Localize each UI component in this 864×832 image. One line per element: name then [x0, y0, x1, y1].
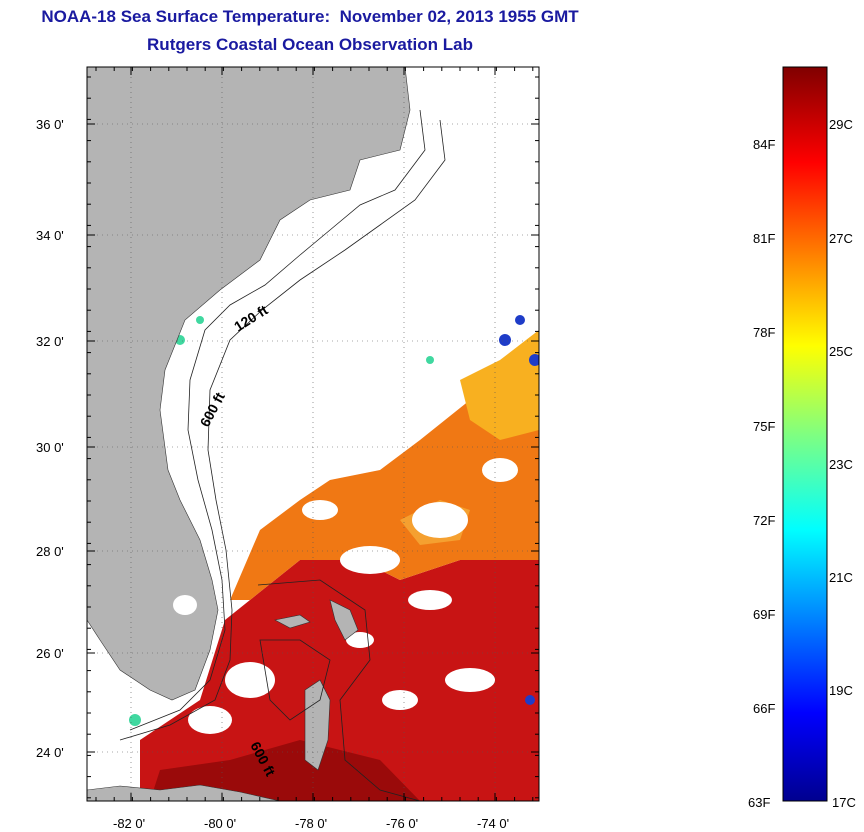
land-bahamas-abaco: [329, 599, 359, 641]
colorbar-c-21: 21C: [829, 570, 853, 585]
sst-yellow-orange-field: [460, 330, 539, 440]
lon-label-82: -82 0': [113, 816, 146, 831]
colorbar: [782, 66, 828, 802]
colorbar-f-84: 84F: [753, 137, 776, 152]
land-cuba: [87, 784, 281, 801]
colorbar-f-63: 63F: [748, 795, 771, 810]
map-subtitle: Rutgers Coastal Ocean Observation Lab: [147, 35, 473, 54]
cold-sst-patches: [499, 315, 539, 705]
colorbar-c-19: 19C: [829, 683, 853, 698]
lat-label-28: 28 0': [36, 544, 64, 559]
sst-orange-field: [230, 360, 539, 600]
colorbar-f-78: 78F: [753, 325, 776, 340]
colorbar-f-66: 66F: [753, 701, 776, 716]
lat-label-32: 32 0': [36, 334, 64, 349]
lat-label-34: 34 0': [36, 228, 64, 243]
colorbar-f-72: 72F: [753, 513, 776, 528]
sst-deep-red-field: [150, 740, 420, 801]
lon-label-78: -78 0': [295, 816, 328, 831]
cloud-cover: [188, 458, 518, 734]
colorbar-c-17: 17C: [832, 795, 856, 810]
lon-label-74: -74 0': [477, 816, 510, 831]
contour-bahamas-inner: [259, 639, 331, 721]
coastal-green-patches: [129, 316, 434, 726]
lon-label-80: -80 0': [204, 816, 237, 831]
colorbar-f-75: 75F: [753, 419, 776, 434]
contour-bahamas: [257, 579, 421, 801]
colorbar-f-69: 69F: [753, 607, 776, 622]
colorbar-c-29: 29C: [829, 117, 853, 132]
land-us-southeast: [87, 67, 411, 701]
colorbar-c-27: 27C: [829, 231, 853, 246]
lat-label-36: 36 0': [36, 117, 64, 132]
contour-120ft: [129, 109, 426, 731]
axis-ticks: [87, 67, 539, 801]
colorbar-c-25: 25C: [829, 344, 853, 359]
contour-600ft: [119, 119, 446, 741]
lat-label-30: 30 0': [36, 440, 64, 455]
map-title: NOAA-18 Sea Surface Temperature: Novembe…: [41, 7, 579, 26]
lat-label-26: 26 0': [36, 646, 64, 661]
lat-label-24: 24 0': [36, 745, 64, 760]
lon-label-76: -76 0': [386, 816, 419, 831]
colorbar-f-81: 81F: [753, 231, 776, 246]
graticule: [87, 67, 539, 801]
land-grand-bahama: [274, 614, 311, 629]
lake-okeechobee: [173, 595, 197, 615]
colorbar-c-23: 23C: [829, 457, 853, 472]
land-bahamas-andros: [304, 679, 331, 771]
